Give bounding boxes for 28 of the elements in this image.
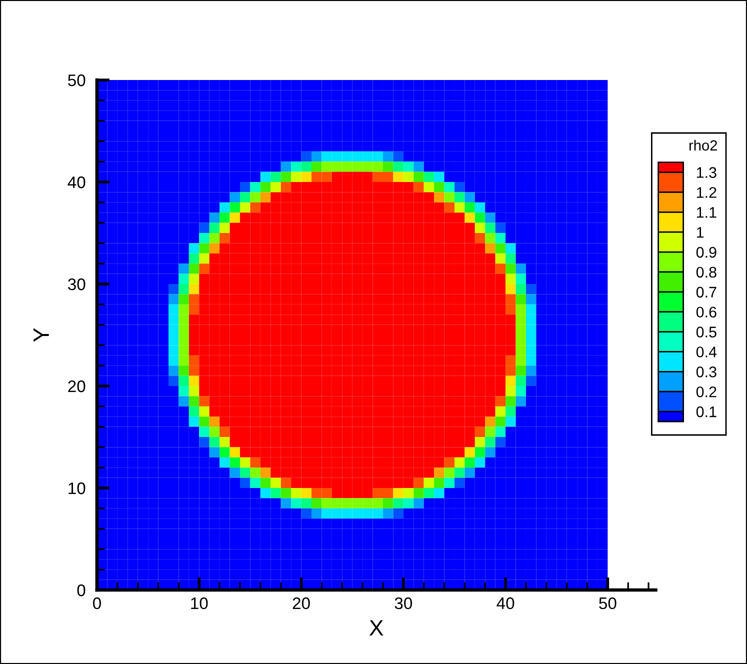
x-axis-title: X [369, 620, 384, 636]
x-tick-label: 20 [292, 597, 310, 610]
y-tick-label: 30 [68, 278, 86, 290]
x-tick-label: 0 [93, 597, 101, 610]
color-bar-label: 1 [696, 227, 704, 238]
color-bar-label: 1.2 [696, 187, 716, 198]
color-bar-label: 0.8 [696, 266, 716, 278]
color-bar-label: 0.6 [696, 306, 716, 318]
color-bar-label: 0.1 [696, 406, 716, 418]
color-bar-label: 1.3 [696, 167, 716, 178]
y-tick-label: 40 [68, 176, 86, 188]
color-bar-label: 0.2 [696, 386, 716, 398]
y-tick-label: 50 [68, 74, 86, 86]
color-bar-label: 0.3 [696, 366, 716, 378]
color-bar-label: 0.9 [696, 246, 716, 258]
color-bar-title: rho2 [689, 140, 717, 151]
y-axis-title: Y [34, 328, 49, 342]
x-tick-label: 50 [599, 597, 616, 610]
x-tick-label: 40 [496, 597, 514, 610]
y-tick-label: 10 [68, 482, 86, 494]
color-bar-label: 1.1 [696, 207, 716, 218]
y-tick-label: 20 [68, 380, 86, 392]
color-bar-label: 0.7 [696, 286, 716, 298]
x-tick-label: 10 [191, 597, 208, 610]
x-tick-label: 30 [394, 597, 412, 610]
color-bar-label: 0.4 [696, 346, 717, 358]
y-tick-label: 0 [77, 584, 86, 596]
color-bar-label: 0.5 [696, 326, 716, 338]
